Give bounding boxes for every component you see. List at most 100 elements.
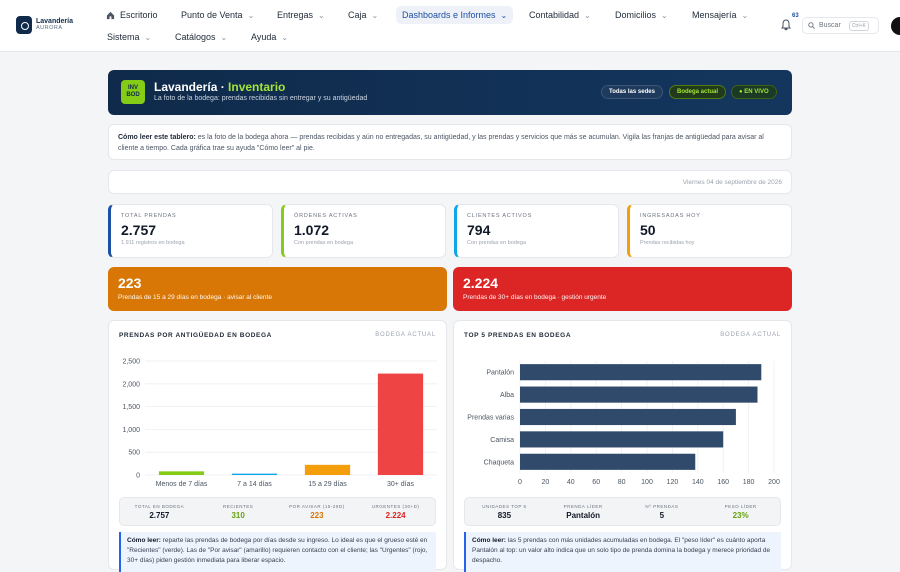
stat-label: Peso líder — [724, 504, 757, 509]
nav-caja[interactable]: Caja ⌄ — [342, 6, 384, 24]
y-tick-label: Prendas varias — [467, 415, 514, 422]
top-stats: Unidades top 5 835 Prenda líder Pantalón N… — [464, 497, 781, 526]
hero-icon-text-2: BOD — [126, 92, 140, 98]
stat-lider: Prenda líder Pantalón — [544, 498, 623, 525]
live-badge: ● EN VIVO — [731, 85, 777, 99]
brand-name: Lavandería — [36, 18, 73, 25]
nav-label: Caja — [348, 10, 367, 20]
nav-escritorio[interactable]: Escritorio — [100, 6, 164, 24]
stat-peso-lider: Peso líder 23% — [701, 498, 780, 525]
kpi-ordenes-activas: Órdenes activas 1.072 Con prendas en bod… — [281, 204, 446, 258]
dashboard-header: INV BOD Lavandería · Inventario La foto d… — [108, 70, 792, 115]
how-to-read-note: Cómo leer: las 5 prendas con más unidade… — [464, 532, 781, 572]
panel-title: Prendas por antigüedad en bodega — [119, 332, 272, 339]
chevron-down-icon: ⌄ — [281, 32, 289, 42]
brand-sub: AURORA — [36, 25, 63, 31]
nav-entregas[interactable]: Entregas ⌄ — [271, 6, 331, 24]
search-shortcut: Ctrl+K — [848, 20, 869, 31]
panel-tag: Bodega actual — [720, 332, 781, 338]
stat-urgentes: Urgentes (30+d) 2.224 — [356, 498, 435, 525]
chevron-down-icon: ⌄ — [661, 10, 668, 20]
kpi-value: 2.757 — [121, 222, 157, 238]
stat-value: 23% — [732, 511, 749, 520]
y-tick-label: Alba — [500, 392, 514, 399]
nav-sistema[interactable]: Sistema ⌄ — [101, 28, 157, 46]
panel-top-prendas: Top 5 prendas en bodega Bodega actual 0 2… — [453, 320, 792, 572]
stat-label: Nº prendas — [645, 504, 679, 509]
bar — [231, 473, 278, 475]
x-tick-label: 140 — [692, 479, 704, 486]
kpi-clientes-activos: Clientes activos 794 Con prendas en bode… — [454, 204, 619, 258]
y-tick-label: Chaqueta — [484, 459, 514, 466]
chevron-down-icon: ⌄ — [371, 10, 379, 20]
help-box: Cómo leer este tablero: es la foto de la… — [108, 124, 792, 160]
stat-value: 5 — [659, 511, 665, 520]
kpi-label: Clientes activos — [467, 213, 533, 219]
filter-all-sites[interactable]: Todas las sedes — [601, 85, 663, 99]
chevron-down-icon: ⌄ — [741, 10, 749, 20]
age-bar-chart: 0 500 1,000 1,500 2,000 2,500 Menos de 7 días 7… — [122, 359, 437, 488]
x-tick-label: 20 — [542, 479, 550, 486]
alert-urgentes[interactable]: 2.224 Prendas de 30+ días en bodega · ge… — [453, 267, 792, 311]
stat-label: Urgentes (30+d) — [371, 504, 420, 509]
x-tick-label: 200 — [768, 479, 780, 486]
filter-current-warehouse[interactable]: Bodega actual — [669, 85, 727, 99]
chevron-down-icon: ⌄ — [144, 32, 152, 42]
note-lead: Cómo leer: — [472, 537, 506, 544]
x-tick-label: 15 a 29 días — [308, 481, 347, 488]
x-tick-label: 0 — [518, 479, 522, 486]
age-stats: Total en bodega 2.757 Recientes 310 Por av… — [119, 497, 436, 526]
alert-sub: Prendas de 30+ días en bodega · gestión … — [463, 294, 607, 301]
avatar[interactable] — [891, 17, 900, 35]
nav-punto-de-venta[interactable]: Punto de Venta ⌄ — [175, 6, 260, 24]
y-tick-label: 500 — [128, 450, 140, 457]
y-tick-label: 1,500 — [122, 404, 140, 411]
kpi-label: Total prendas — [121, 213, 177, 219]
nav-ayuda[interactable]: Ayuda ⌄ — [245, 28, 294, 46]
search-label: Buscar — [819, 22, 841, 29]
panel-tag: Bodega actual — [375, 332, 436, 338]
nav-label: Catálogos — [175, 32, 216, 42]
kpi-value: 50 — [640, 222, 656, 238]
y-tick-label: 2,500 — [122, 359, 140, 366]
brand-logo[interactable]: Lavandería AURORA — [16, 16, 73, 34]
stat-value: 2.757 — [149, 511, 170, 520]
page-subtitle: La foto de la bodega: prendas recibidas … — [154, 95, 368, 102]
nav-label: Contabilidad — [529, 10, 580, 20]
stat-label: Unidades top 5 — [482, 504, 527, 509]
y-tick-label: 0 — [136, 473, 140, 480]
y-tick-label: 2,000 — [122, 381, 140, 388]
stat-label: Total en bodega — [134, 504, 185, 509]
nav-label: Punto de Venta — [181, 10, 243, 20]
nav-label: Escritorio — [120, 10, 158, 20]
page-title: Lavandería · Inventario — [154, 80, 285, 94]
bar — [304, 464, 351, 475]
inventory-icon: INV BOD — [121, 80, 145, 104]
nav-mensajeria[interactable]: Mensajería ⌄ — [686, 6, 754, 24]
kpi-label: Órdenes activas — [294, 213, 358, 219]
nav-label: Dashboards e Informes — [402, 10, 496, 20]
x-tick-label: 120 — [667, 479, 679, 486]
nav-catalogos[interactable]: Catálogos ⌄ — [169, 28, 233, 46]
top-navigation: Lavandería AURORA Escritorio Punto de Ve… — [0, 0, 900, 52]
nav-dashboards-informes[interactable]: Dashboards e Informes ⌄ — [396, 6, 514, 24]
nav-domicilios[interactable]: Domicilios ⌄ — [609, 6, 674, 24]
x-tick-label: 180 — [743, 479, 755, 486]
bell-icon[interactable] — [780, 19, 792, 31]
kpi-sub: 1.911 registros en bodega — [121, 240, 185, 246]
chevron-down-icon: ⌄ — [584, 10, 591, 20]
nav-contabilidad[interactable]: Contabilidad ⌄ — [523, 6, 597, 24]
alert-por-avisar[interactable]: 223 Prendas de 15 a 29 días en bodega · … — [108, 267, 447, 311]
nav-label: Ayuda — [251, 32, 277, 42]
stat-value: Pantalón — [566, 511, 601, 520]
note-lead: Cómo leer: — [127, 537, 161, 544]
kpi-label: Ingresadas hoy — [640, 213, 701, 219]
kpi-value: 1.072 — [294, 222, 330, 238]
stat-total: Total en bodega 2.757 — [120, 498, 199, 525]
search-button[interactable]: Buscar Ctrl+K — [802, 17, 879, 34]
panel-antiguedad: Prendas por antigüedad en bodega Bodega … — [108, 320, 447, 572]
nav-label: Entregas — [277, 10, 314, 20]
nav-label: Mensajería — [692, 10, 737, 20]
bar — [158, 471, 205, 475]
current-date: Viernes 04 de septiembre de 2026 — [682, 179, 782, 186]
